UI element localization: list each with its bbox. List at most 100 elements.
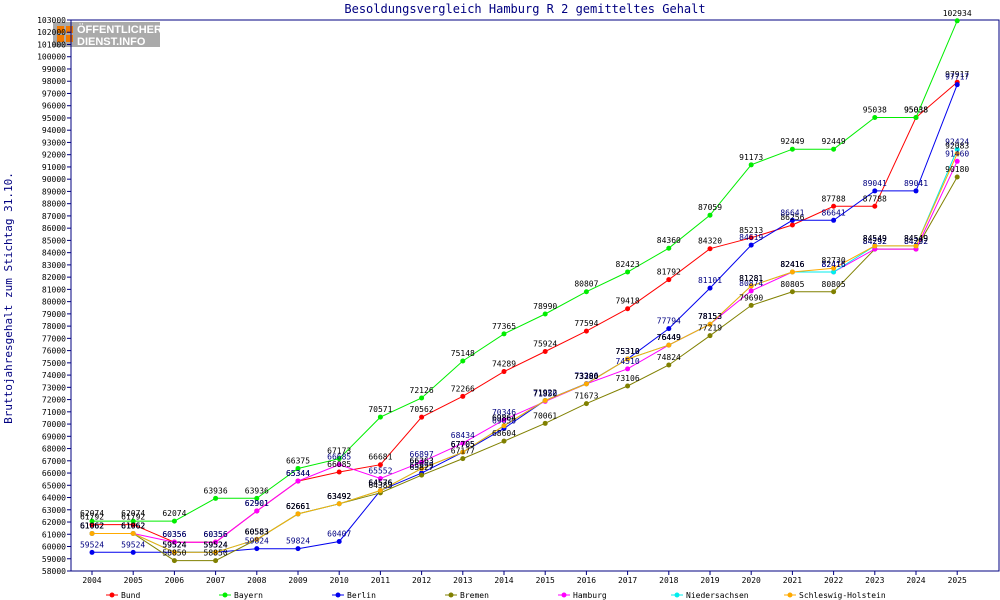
data-point	[831, 289, 837, 295]
legend-swatch-dot	[222, 592, 228, 598]
data-point	[707, 212, 713, 218]
data-label: 82416	[780, 260, 804, 269]
chart-title: Besoldungsvergleich Hamburg R 2 gemittel…	[344, 2, 705, 16]
legend-swatch-dot	[674, 592, 680, 598]
data-label: 59524	[121, 540, 145, 549]
legend-item: Bremen	[445, 591, 489, 600]
data-label: 92449	[822, 137, 846, 146]
data-point	[789, 289, 795, 295]
data-point	[460, 449, 466, 455]
data-label: 80805	[780, 280, 804, 289]
series-bremen	[89, 174, 960, 564]
data-label: 67173	[327, 447, 351, 456]
data-point	[336, 501, 342, 507]
data-label: 63492	[327, 492, 351, 501]
data-label: 74289	[492, 360, 516, 369]
data-label: 78153	[698, 312, 722, 321]
y-tick-label: 74000	[42, 371, 66, 380]
data-label: 59824	[286, 537, 310, 546]
legend-label: Schleswig-Holstein	[799, 591, 886, 600]
logo-text-line-2: DIENST.INFO	[77, 36, 146, 48]
x-tick-label: 2013	[453, 576, 472, 585]
x-tick-label: 2016	[577, 576, 596, 585]
legend-label: Niedersachsen	[686, 591, 749, 600]
data-label: 74510	[616, 357, 640, 366]
y-tick-label: 84000	[42, 249, 66, 258]
series-line	[92, 161, 958, 543]
data-label: 82730	[822, 256, 846, 265]
y-tick-label: 79000	[42, 310, 66, 319]
data-point	[831, 269, 837, 275]
data-label: 75310	[616, 347, 640, 356]
y-tick-label: 58000	[42, 567, 66, 576]
data-point	[542, 420, 548, 426]
legend-item: Niedersachsen	[671, 591, 749, 600]
legend-label: Bremen	[460, 591, 489, 600]
y-tick-label: 95000	[42, 114, 66, 123]
data-point	[501, 331, 507, 337]
data-label: 79690	[739, 293, 763, 302]
data-point	[377, 414, 383, 420]
data-label: 84292	[863, 237, 887, 246]
y-tick-label: 89000	[42, 187, 66, 196]
y-tick-label: 92000	[42, 151, 66, 160]
data-label: 75148	[451, 349, 475, 358]
data-label: 97917	[945, 70, 969, 79]
y-tick-label: 101000	[37, 40, 66, 49]
data-point	[954, 146, 960, 152]
data-label: 61062	[80, 522, 104, 531]
data-label: 77219	[698, 324, 722, 333]
data-label: 84292	[904, 237, 928, 246]
y-tick-label: 73000	[42, 383, 66, 392]
data-label: 62074	[80, 509, 104, 518]
data-label: 81101	[698, 276, 722, 285]
data-label: 64576	[368, 478, 392, 487]
data-label: 87788	[863, 194, 887, 203]
legend-label: Berlin	[347, 591, 376, 600]
data-point	[748, 242, 754, 248]
y-tick-label: 71000	[42, 408, 66, 417]
data-label: 84320	[698, 237, 722, 246]
data-point	[789, 269, 795, 275]
legend-swatch-dot	[561, 592, 567, 598]
x-tick-label: 2010	[330, 576, 349, 585]
data-label: 82416	[822, 260, 846, 269]
data-point	[377, 462, 383, 468]
data-label: 80807	[574, 280, 598, 289]
x-tick-label: 2005	[124, 576, 143, 585]
data-point	[913, 188, 919, 194]
data-label: 87788	[822, 194, 846, 203]
x-tick-label: 2022	[824, 576, 843, 585]
data-label: 75924	[533, 340, 557, 349]
data-point	[831, 203, 837, 209]
data-label: 91173	[739, 153, 763, 162]
data-point	[419, 459, 425, 465]
data-label: 66363	[410, 457, 434, 466]
legend-label: Bayern	[234, 591, 263, 600]
y-tick-label: 64000	[42, 494, 66, 503]
data-point	[254, 495, 260, 501]
data-point	[748, 302, 754, 308]
data-point	[789, 217, 795, 223]
data-label: 71850	[533, 389, 557, 398]
data-point	[89, 549, 95, 555]
data-point	[666, 362, 672, 368]
data-label: 87059	[698, 203, 722, 212]
data-point	[707, 285, 713, 291]
data-point	[295, 546, 301, 552]
data-point	[789, 222, 795, 228]
x-tick-label: 2017	[618, 576, 637, 585]
series-bayern	[89, 18, 960, 524]
y-tick-label: 78000	[42, 322, 66, 331]
data-label: 62661	[286, 502, 310, 511]
data-point	[460, 440, 466, 446]
data-label: 95038	[904, 105, 928, 114]
data-point	[89, 518, 95, 524]
data-point	[583, 381, 589, 387]
x-tick-label: 2011	[371, 576, 390, 585]
x-tick-label: 2021	[783, 576, 802, 585]
data-label: 61062	[121, 522, 145, 531]
data-label: 63936	[245, 486, 269, 495]
data-point	[501, 438, 507, 444]
